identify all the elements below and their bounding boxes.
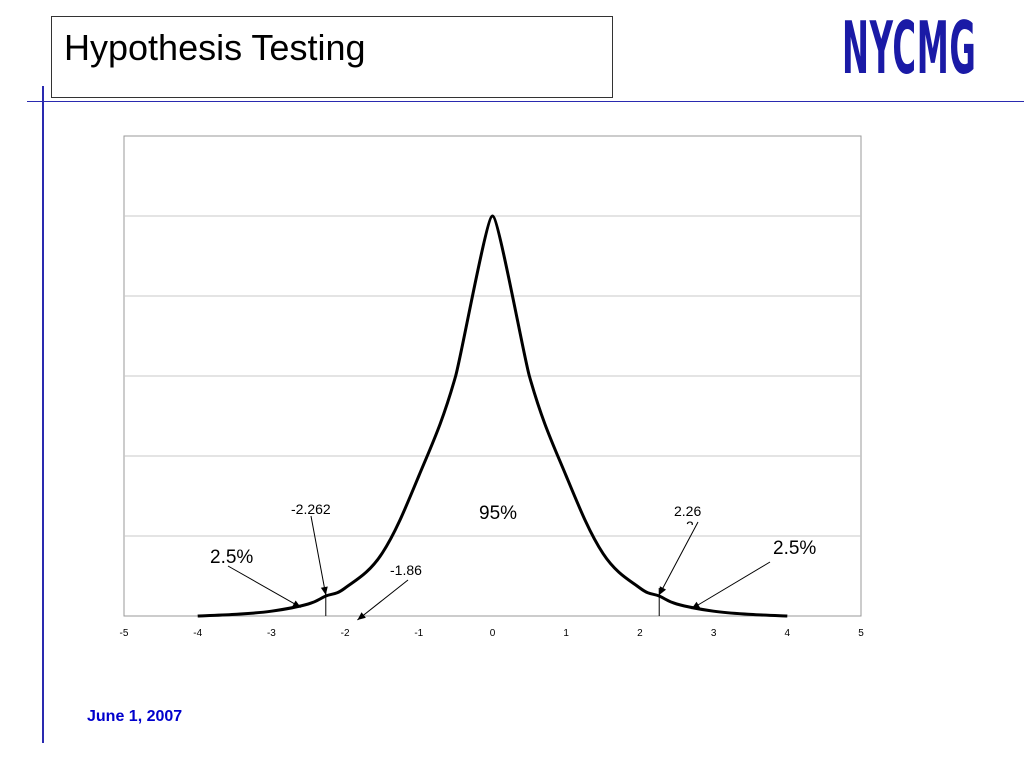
x-tick-label: 2	[637, 628, 643, 639]
nycmg-logo: NYCMG	[842, 8, 977, 91]
x-tick-label: -5	[120, 628, 129, 639]
x-tick-label: 4	[785, 628, 791, 639]
x-axis-ticks: -5 -4 -3 -2 -1 0 1 2 3 4 5	[120, 628, 865, 639]
x-tick-label: -2	[341, 628, 350, 639]
title-box: Hypothesis Testing	[51, 16, 613, 98]
left-critical-label: -2.262	[291, 501, 331, 517]
x-tick-label: -1	[414, 628, 423, 639]
x-tick-label: 0	[490, 628, 496, 639]
arrow-right-tail	[691, 561, 771, 610]
annotation-arrows	[227, 515, 771, 621]
footer-date: June 1, 2007	[87, 708, 183, 725]
arrow-left-tail	[227, 565, 302, 608]
center-area-label: 95%	[479, 503, 517, 524]
label-clip-mask	[676, 525, 706, 535]
x-tick-label: 5	[858, 628, 864, 639]
slide-title: Hypothesis Testing	[64, 27, 366, 68]
arrow-statistic	[357, 579, 409, 621]
left-tail-label: 2.5%	[210, 547, 253, 568]
right-tail-label: 2.5%	[773, 538, 816, 559]
gridlines	[124, 215, 861, 537]
header-rule	[27, 101, 1024, 102]
x-tick-label: 3	[711, 628, 717, 639]
right-critical-label: 2.26	[674, 503, 701, 519]
statistic-label: -1.86	[390, 562, 422, 578]
x-tick-label: -4	[193, 628, 202, 639]
left-rule	[42, 86, 44, 743]
x-tick-label: -3	[267, 628, 276, 639]
x-tick-label: 1	[563, 628, 569, 639]
arrow-right-critical	[658, 521, 699, 596]
distribution-curve	[197, 214, 788, 618]
arrow-left-critical	[310, 515, 328, 596]
